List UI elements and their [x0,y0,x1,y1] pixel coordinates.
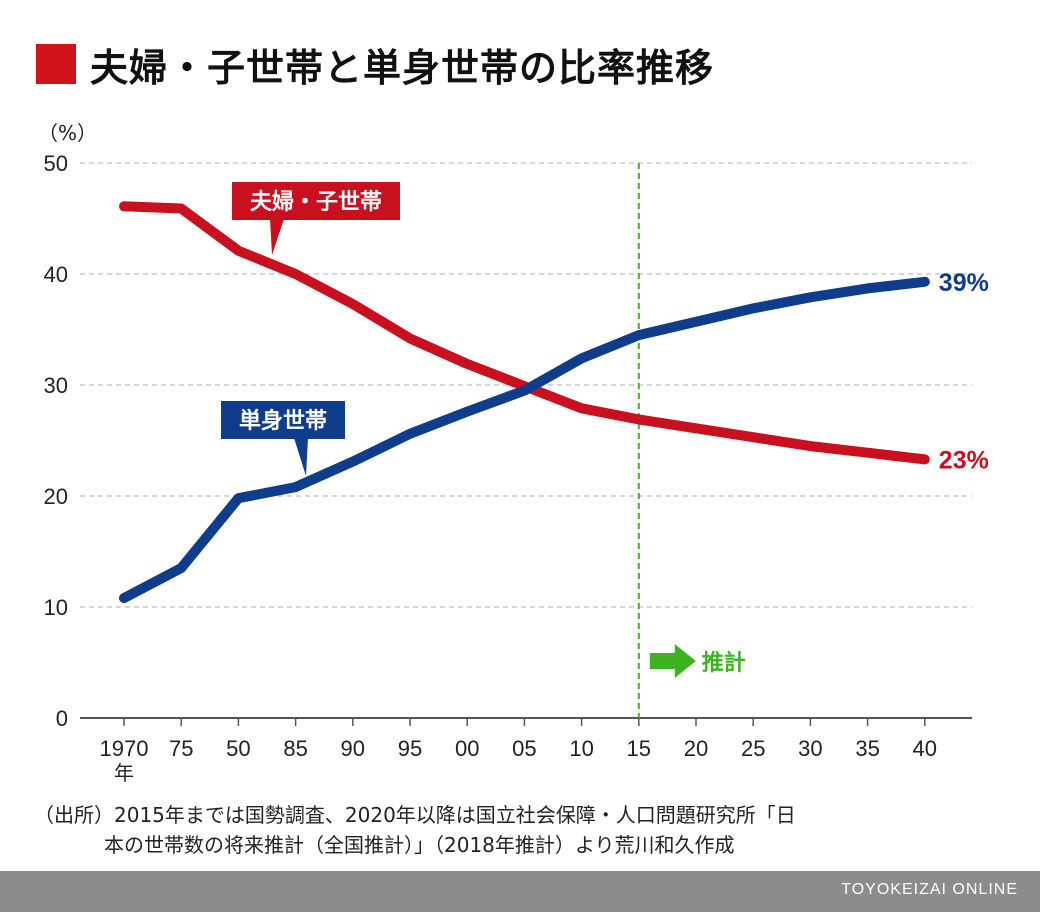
data-point [236,248,241,253]
line-chart: （%） 0 10 20 30 40 50 1970 75 50 85 90 95 00 05 10 15 20 25… [38,121,989,785]
x-tick-label: 90 [341,736,365,761]
data-point [179,206,184,211]
data-point [865,286,870,291]
data-point [122,596,126,601]
x-tick-label: 20 [684,736,708,761]
x-tick-label: 25 [741,736,765,761]
x-tick-label: 15 [627,736,651,761]
x-tick-label: 95 [398,736,422,761]
x-tick-label: 1970 [100,736,149,761]
data-point [122,204,126,209]
y-tick-label: 50 [44,151,68,176]
x-tick-label: 75 [169,736,193,761]
y-tick-label: 20 [44,484,68,509]
source-line-1: （出所）2015年までは国勢調査、2020年以降は国立社会保障・人口問題研究所「… [34,803,796,827]
x-tick-label: 00 [455,736,479,761]
x-tick-sublabel: 年 [114,761,134,785]
x-tick-label: 30 [798,736,822,761]
data-point [751,435,756,440]
y-tick-label: 30 [44,373,68,398]
series-line-1 [119,276,930,604]
x-tick-label: 40 [913,736,937,761]
footer-bar: TOYOKEIZAI ONLINE [0,871,1040,912]
data-point [922,279,927,284]
data-point [922,457,927,462]
data-point [465,409,470,414]
data-point [293,485,298,490]
data-point [465,361,470,366]
x-tick-label: 35 [855,736,879,761]
data-point [522,388,527,393]
chart-title: 夫婦・子世帯と単身世帯の比率推移 [90,45,715,90]
data-point [408,431,412,436]
projection-arrow-icon [649,644,696,678]
data-point [636,417,641,422]
series-callout-single-box [221,401,345,439]
x-tick-label: 05 [512,736,536,761]
data-point [636,333,641,338]
x-tick-label: 85 [283,736,307,761]
x-tick-label: 50 [226,736,250,761]
end-value-label-1: 39% [939,269,989,297]
y-axis-unit-label: （%） [38,121,97,145]
data-point [408,336,412,341]
source-line-2: 本の世帯数の将来推計（全国推計）」（2018年推計）より荒川和久作成 [104,833,735,857]
y-tick-label: 40 [44,262,68,287]
title-marker [36,44,76,84]
y-tick-label: 10 [44,595,68,620]
data-point [808,444,813,449]
end-value-label-0: 23% [939,446,989,474]
series-callout-single-text: 単身世帯 [239,408,327,434]
footer-brand: TOYOKEIZAI ONLINE [841,881,1018,898]
series-callout-single-pointer [294,438,308,476]
projection-label: 推計 [702,650,746,676]
series-callout-couple-pointer [270,219,284,255]
chart-title-block: 夫婦・子世帯と単身世帯の比率推移 [36,36,714,92]
y-tick-label: 0 [56,706,68,731]
series-callout-couple-text: 夫婦・子世帯 [250,189,382,215]
data-point [751,306,756,311]
series-callout-couple-box [232,182,400,220]
data-point [350,459,355,464]
data-point [694,319,698,324]
data-point [293,272,298,276]
data-point [579,406,584,411]
data-point [865,450,870,455]
data-point [179,566,184,571]
data-point [350,301,355,306]
source-note: （出所）2015年までは国勢調査、2020年以降は国立社会保障・人口問題研究所「… [34,800,1014,860]
data-point [579,356,584,361]
data-point [236,496,241,501]
x-tick-label: 10 [569,736,593,761]
data-point [694,426,698,431]
data-point [808,295,813,300]
